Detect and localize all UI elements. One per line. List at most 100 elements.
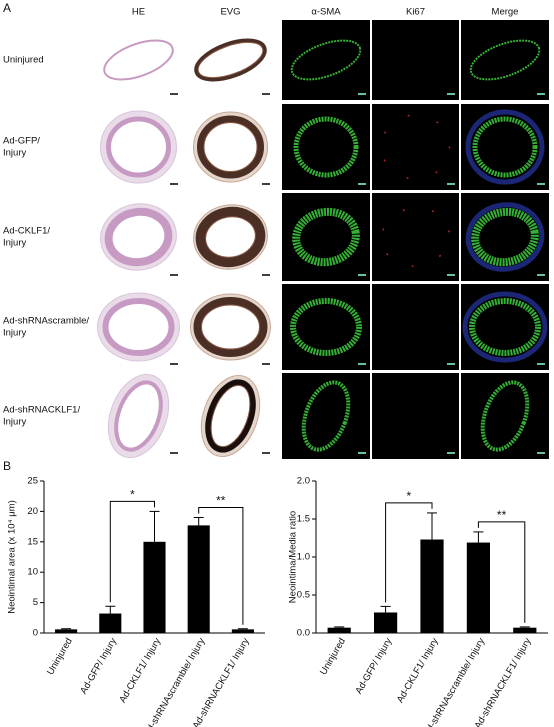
bar (55, 629, 78, 633)
vessel (462, 291, 548, 363)
sma-ring (469, 39, 541, 81)
ki67-dot (403, 209, 405, 211)
row-label: Injury (3, 328, 26, 339)
y-tick-label: 25 (27, 476, 38, 487)
vessel (382, 209, 450, 267)
micrograph (282, 284, 370, 370)
vessel-wall (197, 115, 264, 179)
y-tick-label: 0 (33, 628, 38, 639)
micrograph (461, 20, 549, 100)
y-axis-title: Neointima/Media ratio (288, 511, 299, 603)
row-label: Ad-shRNAscramble/ (3, 316, 89, 327)
sma-ring (301, 380, 351, 452)
row-label: Uninjured (3, 55, 44, 66)
column-header: Merge (492, 7, 519, 18)
column-header: α-SMA (311, 7, 341, 18)
ki67-dot (411, 265, 414, 267)
bar (466, 542, 490, 633)
y-tick-label: 20 (27, 506, 38, 517)
error-bar (380, 605, 391, 613)
panel-label: A (3, 1, 11, 15)
vessel (290, 298, 362, 356)
ki67-dot (382, 228, 385, 230)
bar (420, 539, 444, 633)
row-label: Ad-GFP/ (3, 136, 40, 147)
significance-bracket (477, 521, 526, 623)
x-tick-label: Ad-GFP/ Injury (78, 636, 119, 696)
micrograph (200, 374, 261, 458)
ki67-dot (408, 114, 410, 117)
column-header: HE (132, 7, 145, 18)
sma-ring (480, 380, 530, 452)
vessel (301, 380, 351, 452)
image-bg (372, 284, 459, 370)
y-tick-label: 1.0 (297, 552, 310, 563)
lamina (210, 384, 251, 448)
image-bg (461, 373, 549, 459)
error-bar (149, 510, 160, 542)
vessel-wall (194, 38, 267, 82)
vessel-wall (104, 207, 173, 267)
sma-ring (471, 207, 539, 267)
error-bar (334, 626, 345, 628)
row-label: Injury (3, 417, 26, 428)
x-tick-label: Ad-CKLF1/ Injury (117, 636, 163, 705)
row-label: Ad-CKLF1/ (3, 226, 50, 237)
bar (327, 627, 351, 633)
ki67-dot (436, 121, 439, 124)
vessel-wall (106, 116, 171, 178)
panel-label: B (3, 459, 11, 473)
y-tick-label: 5 (33, 597, 38, 608)
vessel (200, 374, 261, 458)
micrograph (193, 111, 268, 183)
y-tick-label: 15 (27, 536, 38, 547)
row-label: Ad-shRNACKLF1/ (3, 405, 80, 416)
vessel-wall (103, 39, 174, 81)
sma-ring (293, 116, 359, 178)
y-axis-title: Neointimal area (x 10⁴ μm) (7, 500, 18, 614)
ki67-dot (448, 230, 450, 233)
vessel-wall (193, 297, 268, 357)
significance-label: * (130, 488, 135, 502)
sma-ring (290, 298, 362, 356)
micrograph (282, 193, 370, 281)
image-bg (282, 373, 370, 459)
micrograph (461, 193, 549, 281)
vessel-wall (102, 298, 175, 356)
x-tick-label: Ad-CKLF1/ Injury (395, 636, 441, 705)
vessel (465, 202, 545, 272)
vessel-wall (114, 380, 163, 452)
significance-bracket (385, 502, 433, 603)
bar (513, 627, 537, 633)
image-bg (372, 104, 459, 190)
y-tick-label: 0.0 (297, 628, 310, 639)
lamina (201, 304, 260, 350)
micrograph (103, 39, 174, 81)
image-bg (372, 20, 459, 100)
y-tick-label: 2.0 (297, 476, 310, 487)
bar (231, 629, 254, 633)
micrograph (461, 284, 549, 370)
nuclei (465, 109, 545, 185)
error-bar (427, 512, 437, 540)
micrograph (100, 203, 177, 271)
error-bar (105, 605, 116, 614)
bar (99, 613, 122, 633)
y-tick-label: 10 (27, 567, 38, 578)
x-tick-label: Uninjured (45, 636, 75, 677)
y-tick-label: 0.5 (297, 590, 310, 601)
micrograph (372, 284, 459, 370)
row-label: Injury (3, 238, 26, 249)
lamina (205, 216, 256, 258)
row-label: Injury (3, 148, 26, 159)
vessel (107, 373, 170, 459)
micrograph (193, 204, 268, 270)
x-tick-label: Ad-GFP/ Injury (353, 636, 394, 696)
sma-ring (290, 39, 362, 81)
bar (374, 612, 398, 633)
ki67-dot (432, 210, 435, 213)
vessel (97, 292, 180, 362)
micrograph (282, 104, 370, 190)
vessel (193, 204, 268, 270)
